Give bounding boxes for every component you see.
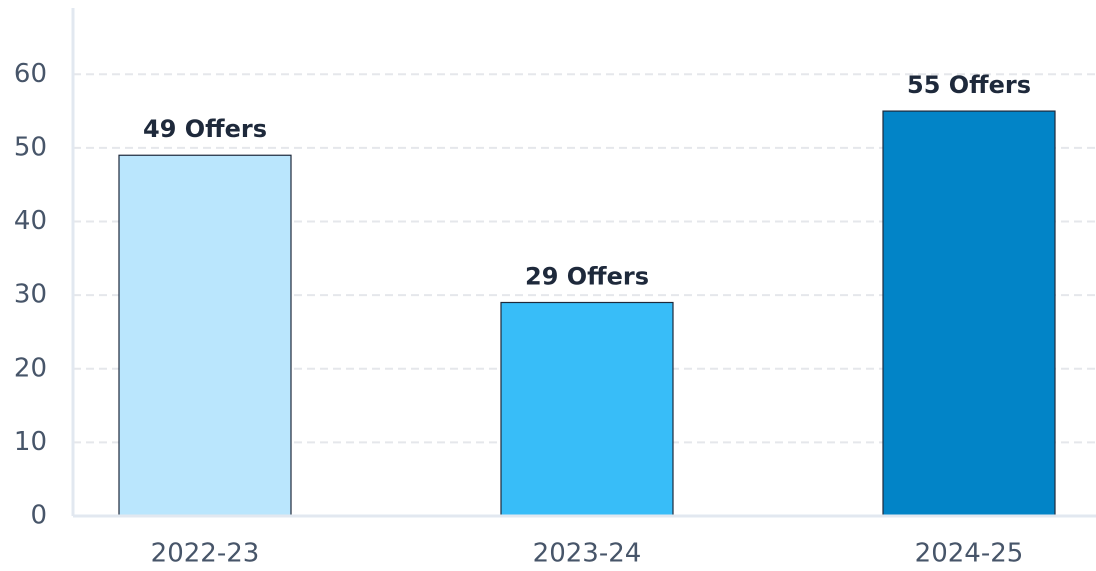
y-tick-label: 30 — [14, 280, 47, 310]
bar — [118, 154, 292, 517]
y-tick-label: 0 — [30, 501, 47, 531]
y-tick-label: 10 — [14, 427, 47, 457]
x-tick-label: 2022-23 — [151, 539, 260, 569]
x-tick-label: 2024-25 — [915, 539, 1024, 569]
bar — [882, 110, 1056, 517]
value-label: 29 Offers — [525, 262, 649, 290]
y-tick-label: 60 — [14, 59, 47, 89]
bar — [500, 301, 674, 517]
y-tick-label: 40 — [14, 206, 47, 236]
value-label: 55 Offers — [907, 71, 1031, 99]
y-tick-label: 20 — [14, 353, 47, 383]
value-label: 49 Offers — [143, 115, 267, 143]
y-tick-label: 50 — [14, 132, 47, 162]
x-tick-label: 2023-24 — [533, 539, 642, 569]
